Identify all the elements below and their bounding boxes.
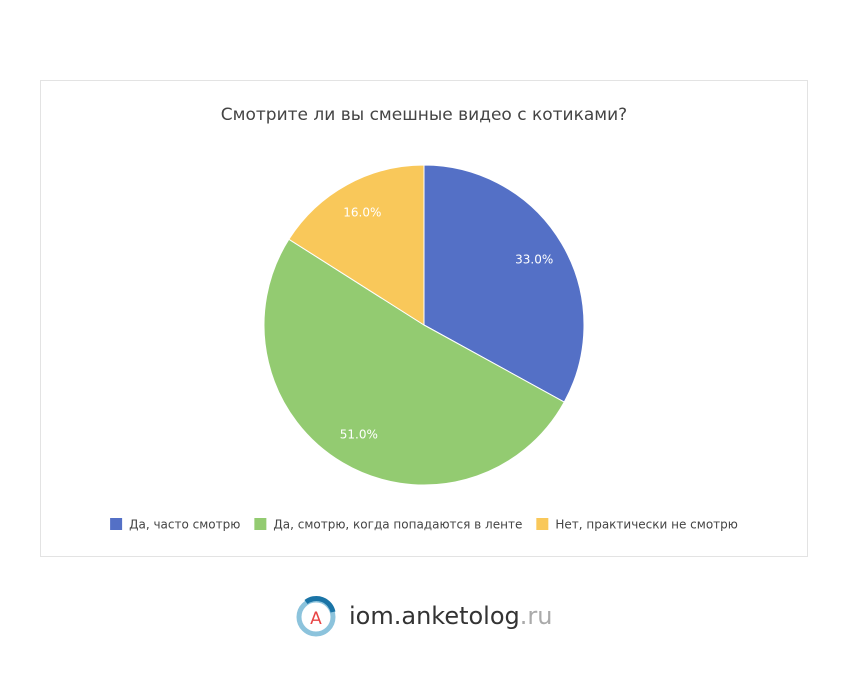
legend-label: Да, смотрю, когда попадаются в ленте <box>273 518 522 532</box>
logo-letter: A <box>310 609 322 629</box>
logo-text: iom.anketolog.ru <box>349 602 552 630</box>
logo: A iom.anketolog.ru <box>296 596 552 637</box>
legend-label: Нет, практически не смотрю <box>555 518 738 532</box>
logo-name: iom.anketolog <box>349 602 520 630</box>
slice-label: 33.0% <box>515 252 553 266</box>
logo-arc <box>304 596 336 613</box>
pie-slice <box>288 164 425 326</box>
logo-domain: .ru <box>520 602 553 630</box>
pie-slice <box>423 164 585 403</box>
legend-swatch <box>536 518 549 530</box>
legend-swatch <box>110 518 123 530</box>
slice-label: 51.0% <box>340 428 378 442</box>
pie-slice <box>263 238 565 486</box>
legend-swatch <box>254 518 267 530</box>
legend-label: Да, часто смотрю <box>129 518 240 532</box>
chart-title: Смотрите ли вы смешные видео с котиками? <box>221 105 627 125</box>
slice-label: 16.0% <box>343 205 381 219</box>
